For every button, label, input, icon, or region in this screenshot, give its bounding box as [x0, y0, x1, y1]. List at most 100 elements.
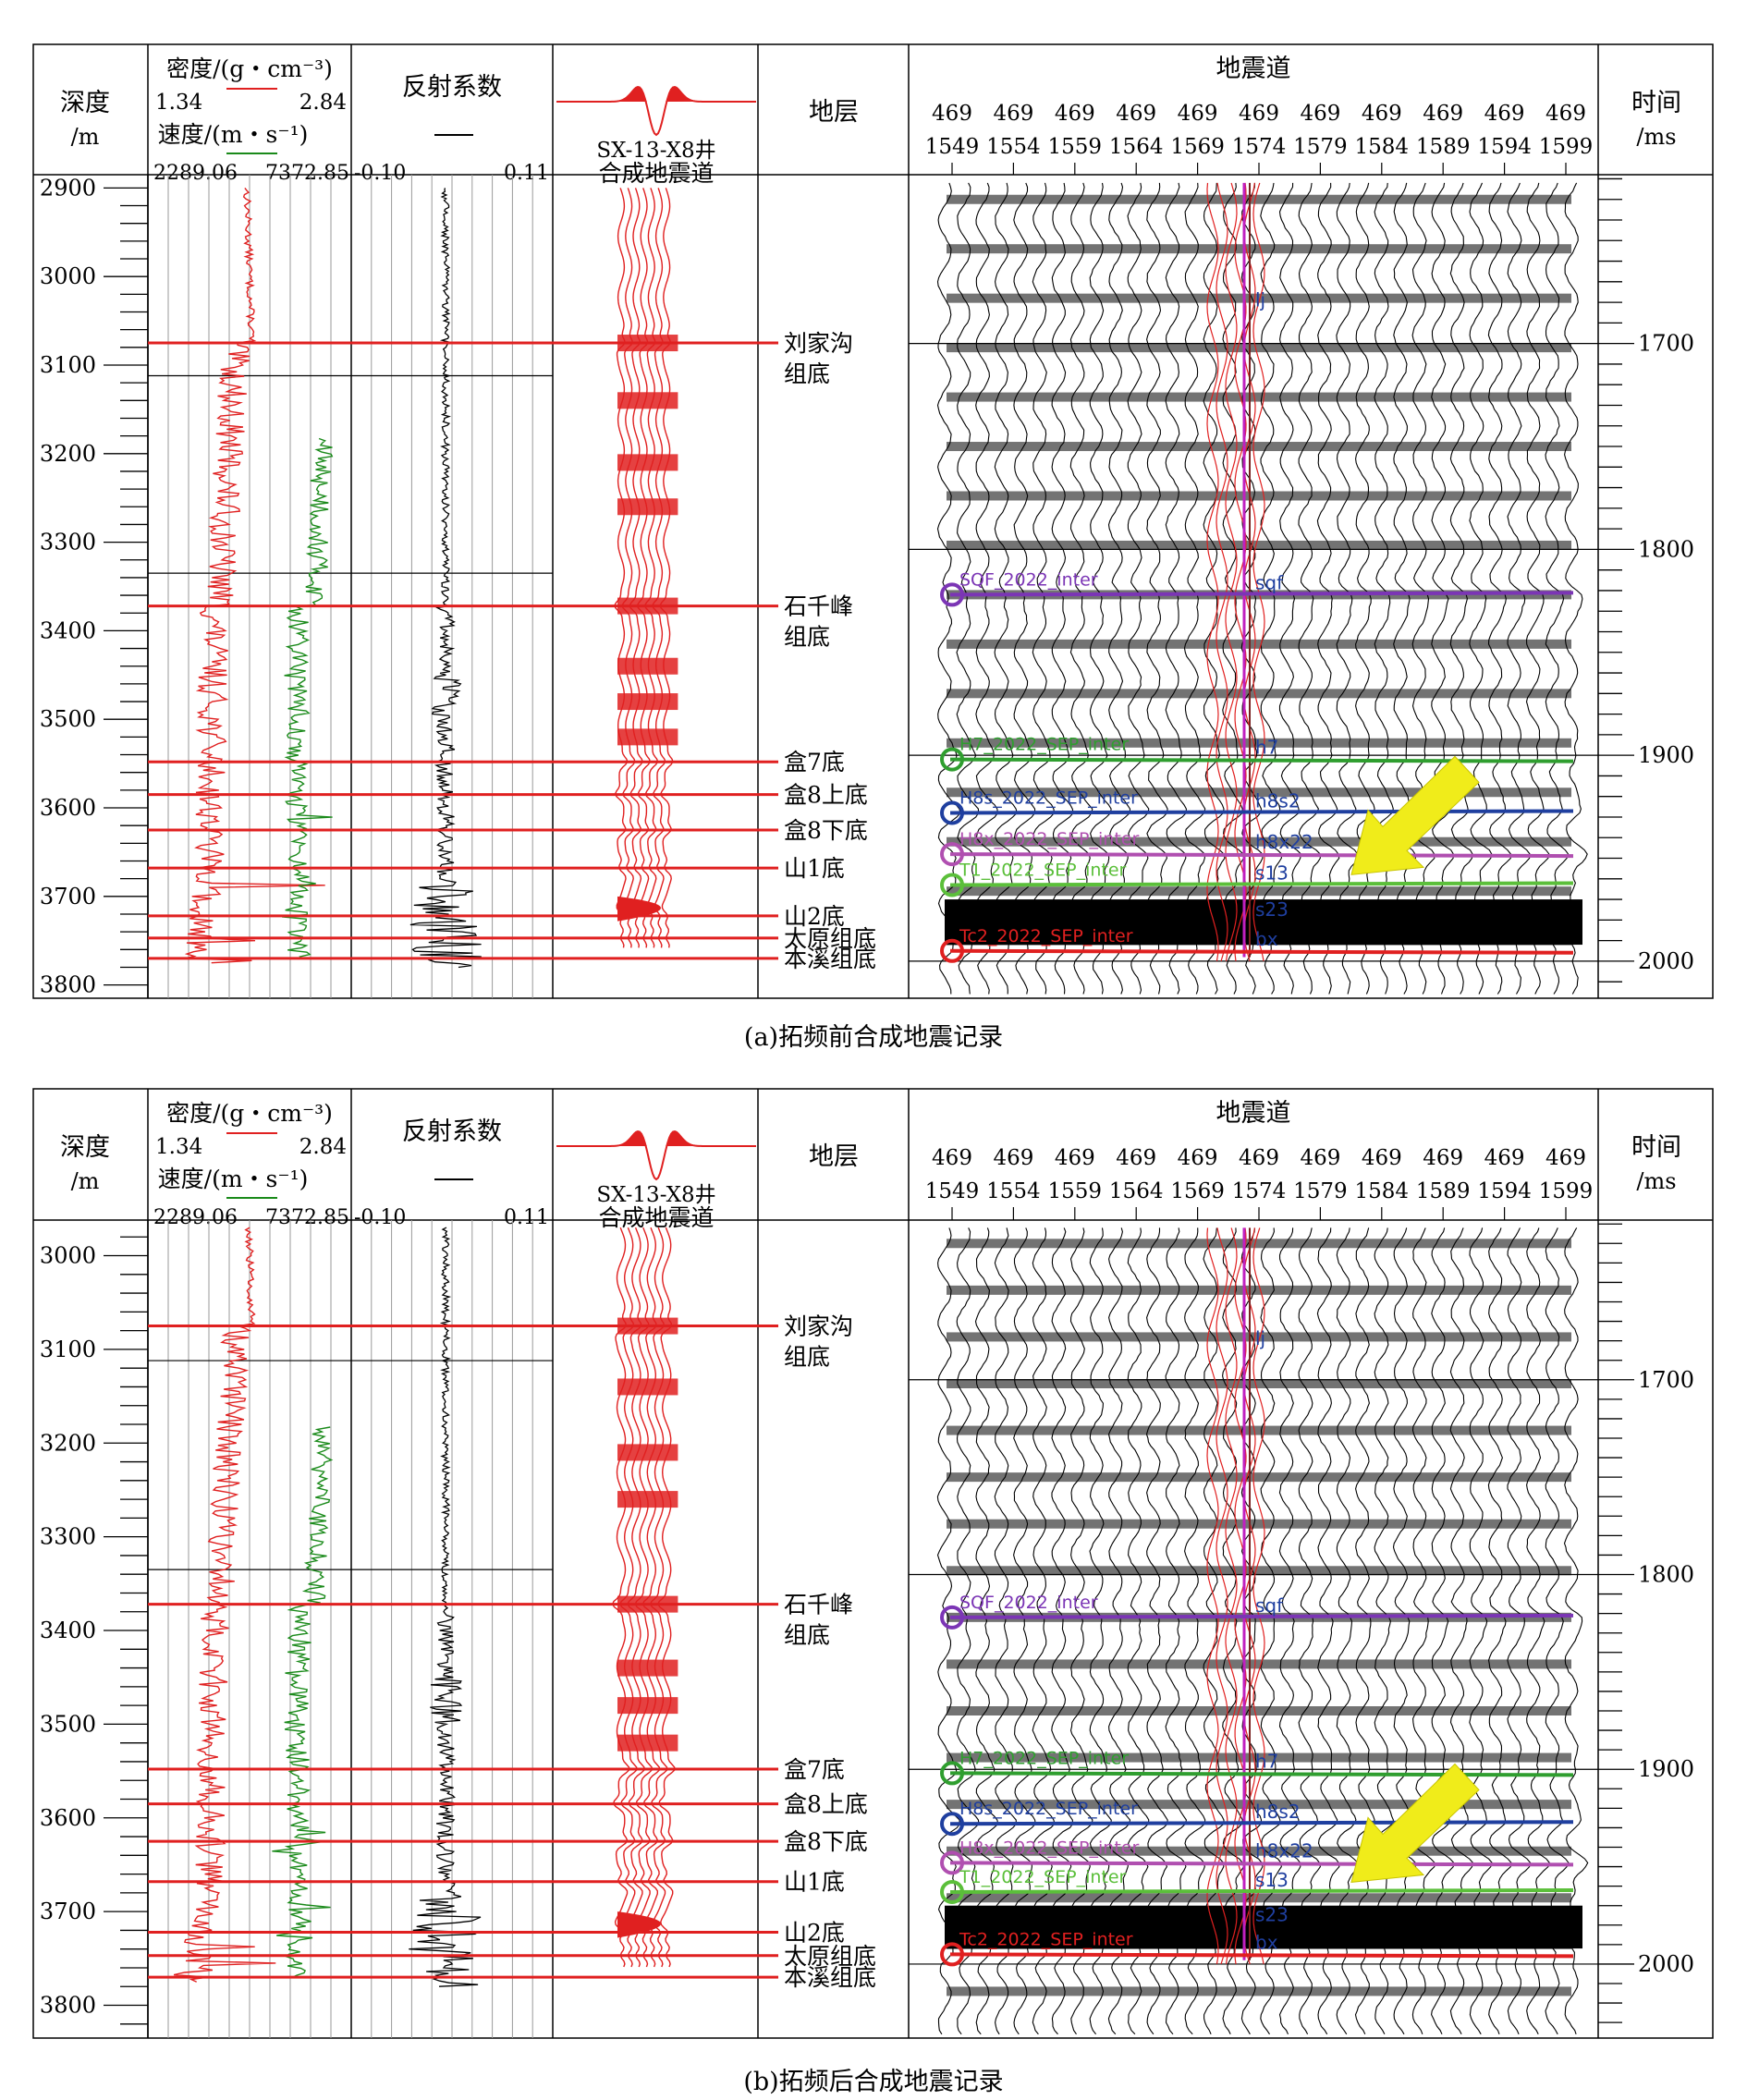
well-pick-label: s13	[1255, 1869, 1289, 1891]
trace-inline-label: 469	[1178, 102, 1218, 126]
seismic-peak-band	[947, 491, 1571, 501]
horizon-marker[interactable]	[940, 842, 964, 867]
depth-unit: /m	[71, 1168, 100, 1194]
strata-name-suffix: 组底	[784, 1344, 830, 1371]
trace-inline-label: 469	[993, 102, 1033, 126]
panel-b: 深度/m 密度/(g・cm⁻³) 1.34 2.84 速度/(m・s⁻¹) 2289.06…	[32, 1088, 1714, 2039]
well-tie-trace	[1252, 182, 1265, 962]
seismic-trace	[1487, 182, 1512, 995]
trace-crossline-label: 1589	[1416, 135, 1471, 159]
horizon-marker[interactable]	[940, 582, 964, 607]
seismic-peak-band	[947, 540, 1571, 550]
horizon-marker[interactable]	[940, 1812, 964, 1837]
strata-title: 地层	[809, 1142, 859, 1171]
horizon-line	[949, 1771, 1574, 1777]
density-title: 密度/(g・cm⁻³)	[166, 1100, 333, 1127]
seismic-trace	[1260, 182, 1283, 995]
rc-title: 反射系数	[402, 1117, 502, 1146]
horizon-line	[949, 1887, 1574, 1894]
seismic-trace	[1431, 182, 1454, 995]
velocity-max: 7372.85	[265, 1206, 349, 1229]
trace-crossline-label: 1549	[925, 1179, 980, 1203]
depth-tick-label: 3300	[40, 1524, 96, 1550]
synthetic-bottom-lobe	[617, 1911, 661, 1938]
well-tie-trace	[1216, 1227, 1228, 1965]
seismic-trace	[1411, 182, 1435, 995]
trace-inline-label: 469	[1423, 1146, 1463, 1170]
well-pick-label: sqf	[1255, 1594, 1284, 1617]
horizon-marker[interactable]	[940, 1850, 964, 1875]
trace-inline-label: 469	[1239, 102, 1279, 126]
trace-inline-label: 469	[1300, 102, 1340, 126]
horizon-marker[interactable]	[940, 1761, 964, 1786]
horizon-line	[949, 591, 1574, 597]
strata-name-suffix: 组底	[784, 624, 830, 651]
horizon-name: SQF_2022_inter	[959, 569, 1098, 590]
well-tie-trace	[1234, 182, 1247, 961]
depth-tick-label: 3800	[40, 972, 96, 998]
synthetic-trace	[659, 188, 674, 948]
well-pick-label: h7	[1255, 1750, 1278, 1772]
seismic-peak-band	[947, 244, 1571, 254]
strata-label: 山1底	[784, 1869, 845, 1896]
well-pick-label: s23	[1255, 1904, 1289, 1926]
depth-tick-label: 3100	[40, 1337, 96, 1362]
strata-label: 盒7底	[784, 749, 845, 775]
horizon-marker[interactable]	[940, 800, 964, 825]
strata-label: 太原组底	[784, 925, 876, 952]
strata-name: 盒7底	[784, 1756, 845, 1783]
trace-inline-label: 469	[1116, 102, 1156, 126]
strata-label: 盒8下底	[784, 817, 868, 844]
horizon-line	[949, 948, 1574, 955]
time-tick-label: 2000	[1638, 1951, 1694, 1977]
seismic-trace	[1564, 182, 1588, 995]
rc-max: 0.11	[504, 1206, 549, 1229]
synthetic-lobe	[617, 1491, 678, 1508]
strata-label: 山2底	[784, 1919, 845, 1946]
seismic-title: 地震道	[1216, 1099, 1291, 1128]
velocity-min: 2289.06	[153, 1206, 238, 1229]
strata-name: 山1底	[784, 1869, 845, 1896]
strata-label: 盒7底	[784, 1756, 845, 1783]
horizon-name: H7_2022_SEP_inter	[959, 735, 1129, 755]
strata-label: 山2底	[784, 903, 845, 930]
seismic-trace	[1051, 182, 1074, 995]
wavelet-lobe	[614, 87, 699, 102]
depth-tick-label: 3700	[40, 1899, 96, 1924]
strata-name: 刘家沟	[784, 330, 853, 357]
trace-crossline-label: 1564	[1109, 1179, 1164, 1203]
trace-inline-label: 469	[1178, 1146, 1218, 1170]
horizon-name: H8x_2022_SEP_inter	[959, 829, 1139, 849]
seismic-traces	[936, 182, 1588, 995]
trace-crossline-label: 1594	[1477, 135, 1532, 159]
seismic-title: 地震道	[1216, 55, 1291, 83]
horizon-marker[interactable]	[940, 938, 964, 963]
trace-crossline-label: 1574	[1232, 135, 1287, 159]
seismic-trace	[1013, 182, 1036, 995]
horizon-marker[interactable]	[940, 1879, 964, 1904]
well-pick-label: h8s2	[1255, 1801, 1301, 1823]
horizon-marker[interactable]	[940, 747, 964, 772]
well-pick-label: h8s2	[1255, 790, 1301, 812]
horizon-marker[interactable]	[940, 1942, 964, 1967]
strata-name: 山1底	[784, 855, 845, 882]
strata-name-suffix: 组底	[784, 360, 830, 387]
strata-name: 太原组底	[784, 925, 876, 952]
horizon-line	[949, 881, 1574, 887]
horizon-marker[interactable]	[940, 1605, 964, 1630]
panel-frame	[32, 1088, 1714, 2039]
depth-tick-label: 3400	[40, 1618, 96, 1643]
trace-crossline-label: 1564	[1109, 135, 1164, 159]
seismic-strong-reflector	[945, 1905, 1582, 1949]
horizon-name: H8s_2022_SEP_inter	[959, 788, 1138, 809]
seismic-trace	[1525, 182, 1550, 995]
horizon-marker[interactable]	[940, 873, 964, 897]
time-tick-label: 2000	[1638, 948, 1694, 974]
seismic-peak-band	[947, 1800, 1571, 1810]
rc-min: -0.10	[354, 162, 406, 185]
trace-inline-label: 469	[1055, 1146, 1095, 1170]
velocity-curve	[272, 1426, 334, 1979]
depth-tick-label: 3400	[40, 617, 96, 643]
strata-label: 山1底	[784, 855, 845, 882]
